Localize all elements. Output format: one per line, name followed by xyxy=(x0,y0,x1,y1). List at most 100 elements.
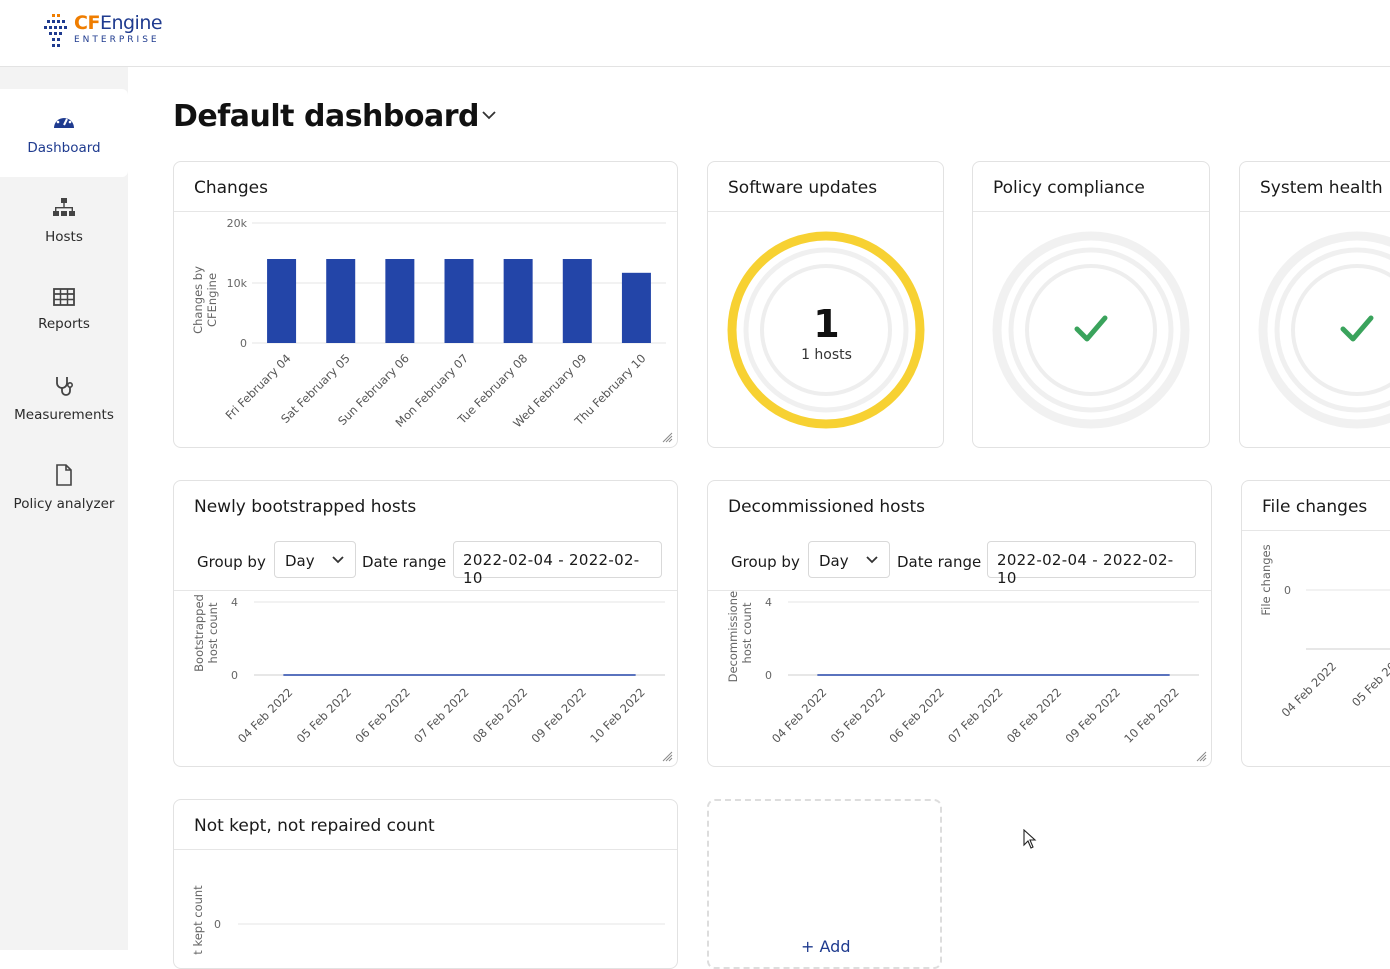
sidebar-item-measurements[interactable]: Measurements xyxy=(0,355,128,443)
bar[interactable] xyxy=(444,259,474,343)
stethoscope-icon xyxy=(56,377,74,396)
filter-row: Group by Day Date range 2022-02-04 - 202… xyxy=(174,541,677,587)
date-range-input[interactable]: 2022-02-04 - 2022-02-10 xyxy=(987,541,1196,587)
x-tick-label: 06 Feb 2022 xyxy=(352,685,413,746)
document-icon xyxy=(56,464,72,486)
y-axis-label: Bootstrappedhost count xyxy=(192,594,220,672)
sidebar-item-label: Reports xyxy=(38,316,90,332)
widget-title: Not kept, not repaired count xyxy=(194,816,435,836)
software-updates-gauge xyxy=(727,231,925,429)
sidebar: Dashboard Hosts Reports Meas xyxy=(0,67,128,950)
group-by-select[interactable]: Day xyxy=(808,541,890,578)
resize-handle-icon[interactable] xyxy=(661,750,673,762)
y-axis-label: File changes xyxy=(1259,544,1273,615)
y-axis-label: Changes byCFEngine xyxy=(191,266,219,334)
x-tick-label: 05 Feb 2022 xyxy=(294,685,355,746)
cfengine-logo[interactable]: CFEngine ENTERPRISE xyxy=(42,12,163,52)
bar[interactable] xyxy=(267,259,297,343)
x-tick-label: 10 Feb 2022 xyxy=(587,685,648,746)
newly-bootstrapped-widget: Newly bootstrapped hosts Group by Day Da… xyxy=(173,480,678,767)
logo-subtitle: ENTERPRISE xyxy=(74,35,160,45)
logo-cf: CF xyxy=(74,12,100,34)
y-axis-label-line-1: Bootstrapped xyxy=(192,594,206,672)
y-tick-label: 10k xyxy=(227,277,248,290)
date-range-input[interactable]: 2022-02-04 - 2022-02-10 xyxy=(453,541,662,587)
check-icon xyxy=(1074,315,1108,342)
software-updates-widget: Software updates 1 1 hosts xyxy=(707,161,944,448)
page-title: Default dashboard xyxy=(173,99,480,134)
add-widget-placeholder[interactable]: + Add xyxy=(707,799,942,969)
widget-title: Decommissioned hosts xyxy=(728,497,925,517)
dashboard-gauge-icon xyxy=(54,113,74,128)
resize-handle-icon[interactable] xyxy=(661,431,673,443)
x-tick-label: 05 Feb 2022 xyxy=(828,685,889,746)
x-tick-label: 04 Feb 2022 xyxy=(769,685,830,746)
not-kept-widget: Not kept, not repaired count t kept coun… xyxy=(173,799,678,969)
y-axis-label-line-2: CFEngine xyxy=(205,273,219,327)
resize-handle-icon[interactable] xyxy=(1195,750,1207,762)
chevron-down-icon[interactable] xyxy=(480,109,498,121)
bar[interactable] xyxy=(503,259,533,343)
bar[interactable] xyxy=(621,272,651,343)
decommissioned-widget: Decommissioned hosts Group by Day Date r… xyxy=(707,480,1212,767)
widget-title: Changes xyxy=(194,178,268,198)
group-by-select[interactable]: Day xyxy=(274,541,356,578)
y-tick-label: 0 xyxy=(231,669,238,682)
not-kept-line-chart: t kept count 0 xyxy=(191,885,665,955)
sidebar-item-hosts[interactable]: Hosts xyxy=(0,177,128,265)
sidebar-item-label: Measurements xyxy=(14,407,114,423)
widget-title: System health xyxy=(1260,178,1383,198)
widget-title: Policy compliance xyxy=(993,178,1145,198)
y-tick-label: 4 xyxy=(765,596,772,609)
y-axis-label: Decommissionedhost count xyxy=(726,591,754,682)
y-axis-label-line-1: Decommissioned xyxy=(726,591,740,682)
sidebar-item-label: Dashboard xyxy=(27,140,101,156)
chevron-down-icon xyxy=(866,556,878,564)
reports-table-icon xyxy=(53,288,75,306)
x-tick-label: 04 Feb 2022 xyxy=(1279,659,1340,720)
widget-title: File changes xyxy=(1262,497,1368,517)
mouse-cursor-icon xyxy=(1023,829,1037,849)
y-tick-label: 0 xyxy=(214,918,221,931)
x-tick-label: 05 Feb 20 xyxy=(1349,659,1390,709)
policy-compliance-widget: Policy compliance xyxy=(972,161,1210,448)
sidebar-item-reports[interactable]: Reports xyxy=(0,266,128,354)
main-content: Default dashboard Changes Changes byCFEn… xyxy=(128,67,1390,969)
x-tick-label: 08 Feb 2022 xyxy=(1004,685,1065,746)
logo-text: CFEngine ENTERPRISE xyxy=(74,12,163,45)
check-icon xyxy=(1340,315,1374,342)
bar[interactable] xyxy=(562,259,592,343)
x-tick-label: 07 Feb 2022 xyxy=(411,685,472,746)
bar[interactable] xyxy=(326,259,356,343)
y-tick-label: 0 xyxy=(240,337,247,350)
sidebar-item-label: Policy analyzer xyxy=(13,496,115,512)
x-tick-label: 09 Feb 2022 xyxy=(529,685,590,746)
sidebar-item-policy-analyzer[interactable]: Policy analyzer xyxy=(0,444,128,532)
x-tick-label: 08 Feb 2022 xyxy=(470,685,531,746)
file-changes-line-chart: File changes 0 04 Feb 2022 05 Feb 20 xyxy=(1259,544,1390,720)
x-tick-label: 06 Feb 2022 xyxy=(886,685,947,746)
group-by-label: Group by xyxy=(197,553,266,571)
y-tick-label: 4 xyxy=(231,596,238,609)
y-axis-label-line-2: host count xyxy=(206,602,220,663)
bar[interactable] xyxy=(385,259,415,343)
sidebar-item-dashboard[interactable]: Dashboard xyxy=(0,89,128,177)
y-tick-label: 0 xyxy=(1284,584,1291,597)
decommissioned-line-chart: Decommissionedhost count 4 0 04 Feb 202205 … xyxy=(726,591,1199,746)
y-axis-label: t kept count xyxy=(191,885,205,955)
software-updates-unit: 1 hosts xyxy=(801,347,852,363)
y-axis-label-line-2: host count xyxy=(740,602,754,663)
hosts-hierarchy-icon xyxy=(53,198,75,216)
cfengine-logo-icon xyxy=(44,14,67,47)
file-changes-widget: File changes File changes 0 04 Feb 2022 05 … xyxy=(1241,480,1390,767)
software-updates-count: 1 xyxy=(813,302,840,346)
top-bar: CFEngine ENTERPRISE xyxy=(0,0,1390,67)
y-axis-label-line-1: Changes by xyxy=(191,266,205,334)
x-tick-label: 07 Feb 2022 xyxy=(945,685,1006,746)
y-tick-label: 20k xyxy=(227,217,248,230)
group-by-value: Day xyxy=(819,552,849,570)
add-widget-button[interactable]: + Add xyxy=(801,937,851,956)
date-range-label: Date range xyxy=(897,553,982,571)
